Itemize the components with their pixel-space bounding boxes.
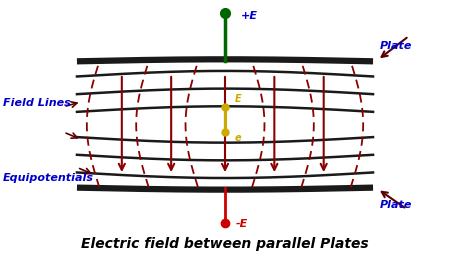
Text: E: E bbox=[235, 94, 242, 104]
Text: Plate: Plate bbox=[380, 41, 412, 51]
Text: +E: +E bbox=[241, 11, 258, 21]
Text: Field Lines: Field Lines bbox=[3, 98, 71, 108]
Text: Equipotentials: Equipotentials bbox=[3, 172, 94, 183]
Text: -E: -E bbox=[236, 219, 248, 229]
Text: Plate: Plate bbox=[380, 200, 412, 210]
Text: Electric field between parallel Plates: Electric field between parallel Plates bbox=[81, 237, 369, 251]
Text: e: e bbox=[235, 133, 242, 143]
